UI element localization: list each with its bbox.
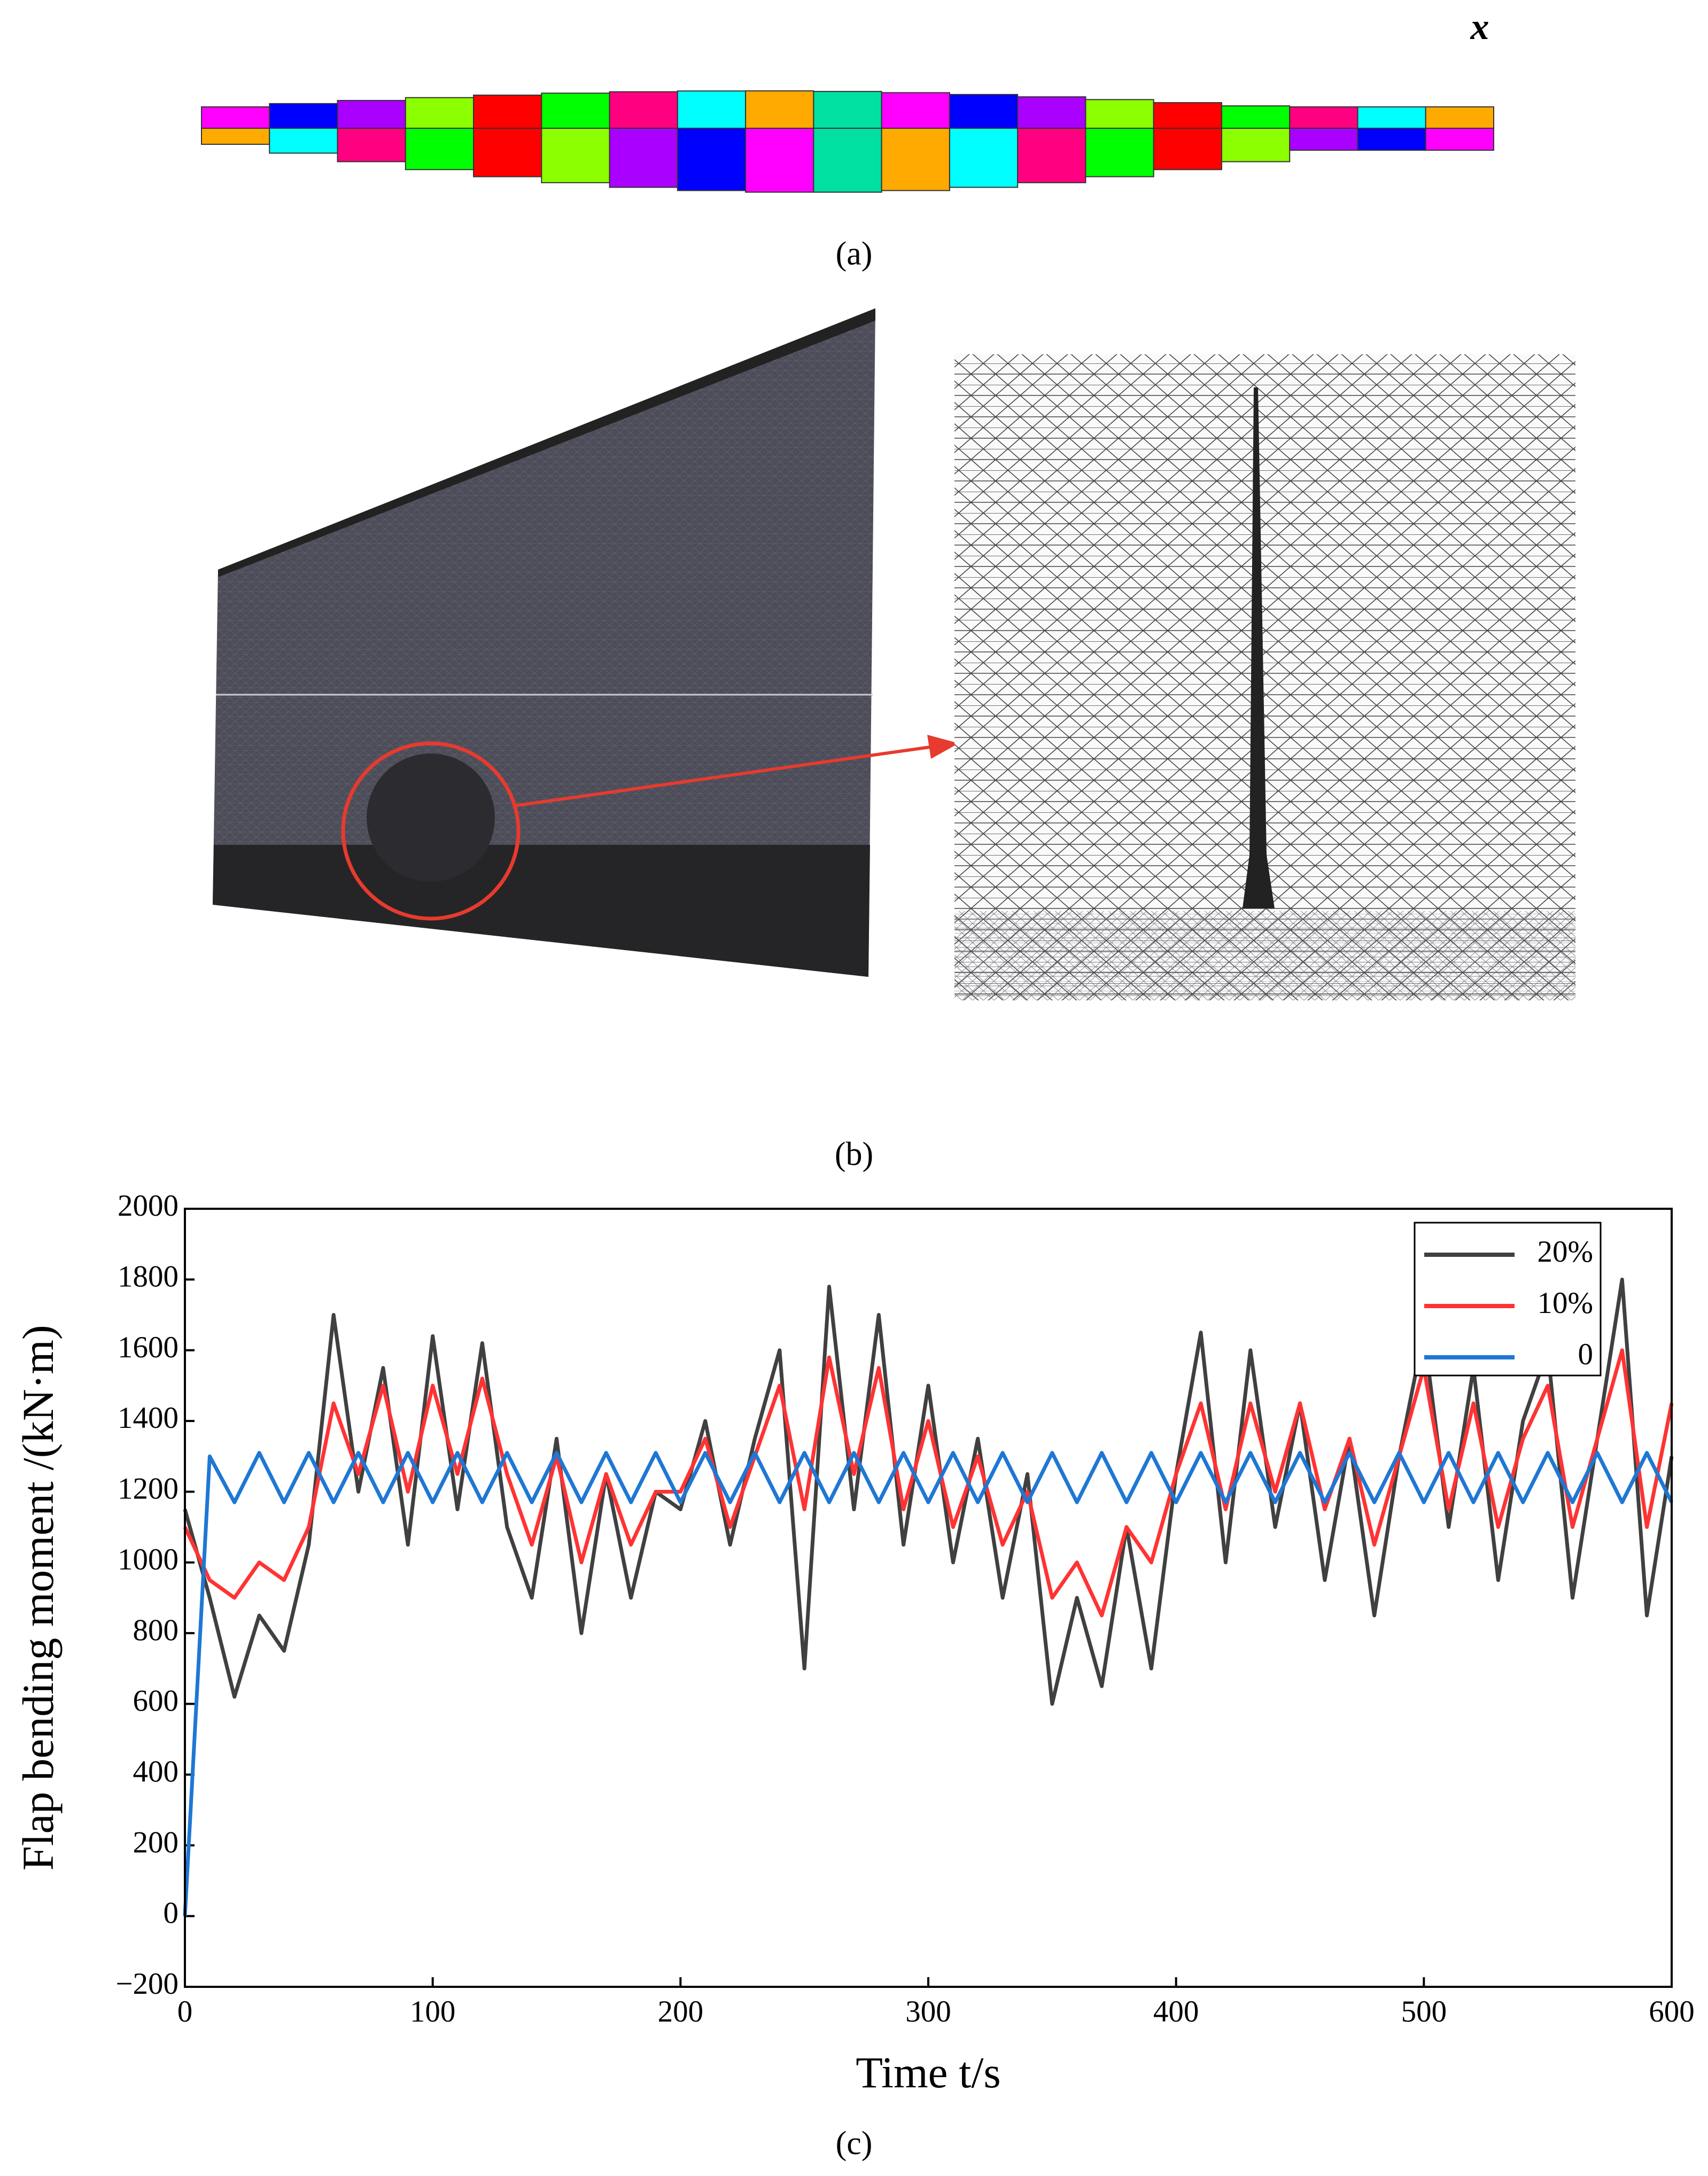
y-tick-label: 0 — [164, 1897, 179, 1930]
legend-label: 10% — [1538, 1286, 1593, 1320]
mesh-block — [745, 90, 814, 129]
mesh-block — [269, 103, 338, 129]
series-line — [183, 1451, 1674, 1916]
plot-frame — [184, 1208, 1673, 1988]
mesh-block — [881, 128, 950, 191]
y-tick-label: 1400 — [118, 1401, 178, 1435]
mesh-block — [337, 100, 406, 129]
blade-mesh — [201, 90, 1494, 193]
y-tick-label: 400 — [133, 1755, 179, 1789]
mesh-block — [1221, 105, 1291, 129]
mesh-block — [1357, 106, 1426, 129]
y-tick-label: 2000 — [118, 1189, 178, 1223]
y-tick-label: 800 — [133, 1613, 179, 1647]
y-tick-label: 1000 — [118, 1543, 178, 1576]
mesh-block — [1289, 106, 1358, 129]
mesh-block — [609, 128, 678, 188]
y-tick-label: 1200 — [118, 1472, 178, 1506]
mesh-block — [405, 128, 475, 170]
mesh-block — [1017, 128, 1086, 183]
x-tick-label: 600 — [1649, 1995, 1695, 2029]
mesh-block — [1017, 96, 1086, 129]
panel-label: (b) — [835, 1136, 873, 1172]
legend-label: 0 — [1578, 1338, 1594, 1371]
mesh-block — [1289, 128, 1358, 151]
mesh-block — [473, 128, 542, 177]
mesh-block — [813, 91, 882, 129]
axis-label: x — [1470, 6, 1489, 48]
mesh-block — [949, 94, 1019, 129]
mesh-block — [1153, 102, 1222, 129]
panel-label: (c) — [836, 2125, 873, 2162]
mesh-block — [1085, 128, 1154, 177]
y-tick-label: 1800 — [118, 1260, 178, 1293]
mesh-block — [269, 128, 338, 154]
mesh-block — [881, 92, 950, 129]
x-tick-label: 500 — [1401, 1995, 1447, 2029]
mesh-block — [949, 128, 1019, 188]
mesh-block — [1153, 128, 1222, 170]
mesh-block — [609, 91, 678, 129]
x-tick-label: 400 — [1153, 1995, 1199, 2029]
legend-box — [1414, 1222, 1602, 1377]
mesh-block — [677, 90, 747, 129]
mesh-block — [473, 95, 542, 129]
x-tick-label: 100 — [410, 1995, 456, 2029]
mesh-block — [813, 128, 882, 193]
x-axis-label: Time t/s — [856, 2048, 1000, 2097]
mesh-block — [405, 97, 475, 129]
fluid-mesh — [213, 308, 1575, 1000]
mesh-block — [745, 128, 814, 193]
mesh-block — [1357, 128, 1426, 151]
y-tick-label: −200 — [115, 1967, 178, 2001]
y-tick-label: 1600 — [118, 1331, 178, 1364]
x-tick-label: 0 — [177, 1995, 193, 2029]
x-tick-label: 300 — [905, 1995, 951, 2029]
mesh-block — [1425, 128, 1494, 151]
mesh-block — [337, 128, 406, 162]
panel-label: (a) — [836, 236, 873, 272]
mesh-block — [1425, 106, 1494, 129]
y-tick-label: 600 — [133, 1684, 179, 1718]
mesh-block — [1221, 128, 1291, 162]
y-axis-label: Flap bending moment /(kN·m) — [13, 1325, 63, 1870]
mesh-block — [541, 128, 610, 183]
mesh-block — [201, 106, 270, 129]
mesh-block — [201, 128, 270, 145]
mesh-block — [1085, 99, 1154, 129]
mesh-block — [677, 128, 747, 191]
mesh-block — [541, 92, 610, 129]
legend-label: 20% — [1538, 1235, 1593, 1269]
x-tick-label: 200 — [658, 1995, 704, 2029]
y-tick-label: 200 — [133, 1825, 179, 1859]
